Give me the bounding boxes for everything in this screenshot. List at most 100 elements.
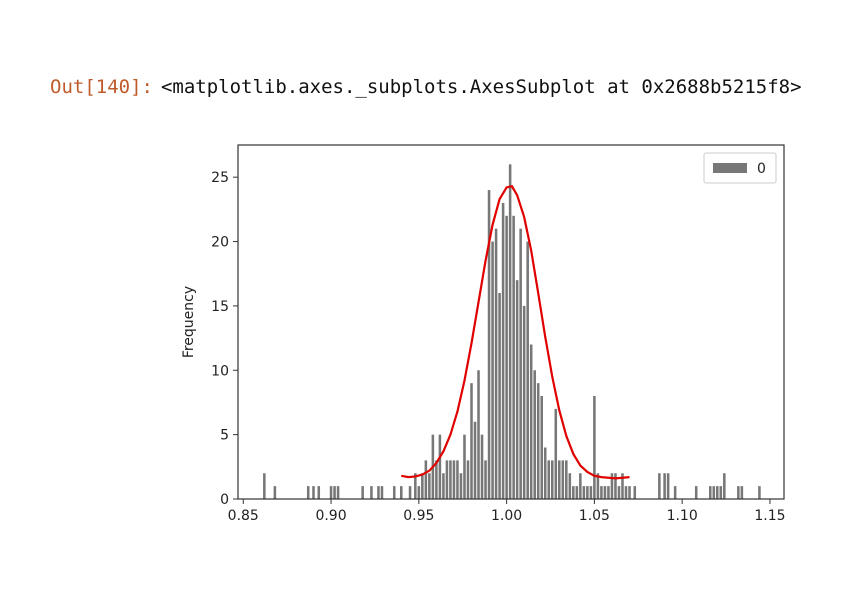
histogram-bar — [445, 460, 449, 499]
histogram-bar — [621, 473, 624, 499]
histogram-bar — [421, 473, 424, 499]
histogram-bar — [428, 473, 431, 499]
histogram-bar — [673, 486, 677, 499]
histogram-bar — [480, 434, 484, 499]
histogram-bar — [526, 241, 529, 500]
histogram-bar — [466, 460, 470, 499]
histogram-bar — [614, 473, 617, 499]
histogram-bar — [392, 486, 396, 499]
histogram-bar — [370, 486, 373, 499]
x-tick-label: 0.90 — [315, 508, 346, 524]
y-axis-label: Frequency — [181, 286, 197, 358]
histogram-bar — [579, 473, 582, 499]
histogram-bar — [610, 473, 614, 499]
histogram-bar — [533, 370, 536, 499]
histogram-bar — [624, 486, 628, 499]
histogram-bar — [561, 460, 565, 499]
histogram-bar — [377, 486, 380, 499]
histogram-bar — [380, 486, 384, 499]
legend-swatch — [713, 163, 747, 173]
histogram-bar — [484, 460, 487, 499]
histogram-bar — [306, 486, 310, 499]
x-tick-label: 1.00 — [491, 508, 522, 524]
histogram-bar — [456, 460, 459, 499]
histogram-bar — [716, 486, 719, 499]
histogram-bar — [593, 396, 596, 499]
y-axis: 0 5 10 15 20 25 — [211, 170, 238, 508]
legend-label: 0 — [757, 161, 766, 177]
histogram-bar — [708, 486, 712, 499]
histogram-bar — [628, 486, 631, 499]
histogram-bar — [501, 202, 505, 499]
y-tick-label: 0 — [220, 492, 229, 508]
histogram-bar — [586, 486, 589, 499]
histogram-bar — [547, 460, 551, 499]
histogram-bar — [508, 164, 512, 499]
y-tick-label: 10 — [211, 363, 229, 379]
histogram-bar — [582, 486, 586, 499]
histogram-bar — [600, 486, 603, 499]
histogram-bar — [449, 460, 452, 499]
histogram-bar — [529, 344, 533, 499]
histogram-bar — [512, 215, 515, 500]
histogram-bar — [408, 486, 412, 499]
axes-frame — [237, 144, 785, 500]
x-tick-label: 0.85 — [228, 508, 259, 524]
histogram-bar — [719, 486, 723, 499]
x-tick-label: 0.95 — [403, 508, 434, 524]
y-tick-label: 15 — [211, 299, 229, 315]
histogram-bar — [515, 280, 519, 499]
histogram-bar — [712, 486, 716, 499]
histogram-bar — [575, 486, 579, 499]
histogram-bar — [417, 486, 421, 499]
histogram-bar — [317, 486, 321, 499]
histogram-bar — [596, 473, 600, 499]
histogram-bar — [723, 473, 726, 499]
histogram-bar — [329, 486, 333, 499]
histogram-bar — [565, 460, 568, 499]
histogram-bar — [666, 473, 670, 499]
histogram-bar — [498, 293, 501, 499]
histogram-bar — [442, 473, 445, 499]
histogram-bar — [312, 486, 315, 499]
histogram-bar — [740, 486, 744, 499]
histogram-bar — [558, 460, 561, 499]
histogram-bar — [540, 396, 543, 499]
histogram-bar — [550, 460, 554, 499]
x-tick-label: 1.05 — [579, 508, 610, 524]
fit-curve-line — [401, 184, 630, 480]
histogram-bar — [459, 473, 463, 499]
histogram-bar — [522, 305, 526, 499]
histogram-bar — [607, 486, 610, 499]
histogram-bar — [438, 434, 442, 499]
histogram-bar — [633, 486, 637, 499]
histogram-bar — [572, 486, 575, 499]
histogram-bar — [414, 473, 417, 499]
histogram-bar — [519, 228, 522, 500]
histogram-bar — [494, 228, 498, 500]
histogram-bar — [543, 447, 547, 499]
histogram-bar — [477, 370, 480, 499]
histogram-bar — [473, 421, 477, 499]
output-prompt: Out[140]: — [50, 76, 153, 98]
histogram-bar — [424, 460, 428, 499]
histogram-bar — [505, 215, 508, 500]
histogram-bar — [463, 434, 466, 499]
legend: 0 — [703, 152, 777, 184]
histogram-bar — [452, 460, 456, 499]
histogram-bar — [589, 486, 593, 499]
x-axis: 0.85 0.90 0.95 1.00 1.05 1.10 1.15 — [228, 499, 786, 524]
histogram-bar — [617, 486, 621, 499]
output-repr: <matplotlib.axes._subplots.AxesSubplot a… — [160, 76, 802, 98]
x-tick-label: 1.15 — [754, 508, 785, 524]
histogram-bar — [568, 473, 572, 499]
histogram-bar — [737, 486, 740, 499]
histogram-bar — [658, 473, 661, 499]
histogram-bar — [491, 241, 494, 500]
y-tick-label: 5 — [220, 428, 229, 444]
histogram-bar — [333, 486, 336, 499]
histogram-bar — [470, 383, 473, 499]
histogram-bar — [694, 486, 698, 499]
histogram-bar — [400, 486, 403, 499]
histogram-bar — [603, 486, 607, 499]
